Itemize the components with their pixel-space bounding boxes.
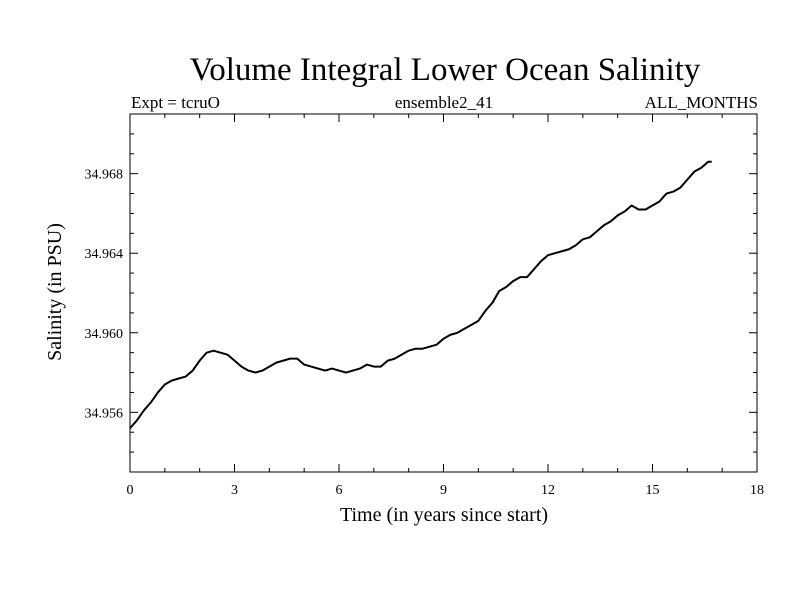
- x-axis-label: Time (in years since start): [339, 504, 549, 526]
- x-tick-label: 12: [541, 483, 555, 498]
- y-tick-label: 34.968: [85, 168, 124, 183]
- y-axis-label: Salinity (in PSU): [44, 223, 66, 361]
- series-line: [129, 160, 712, 429]
- x-tick-label: 15: [646, 483, 660, 498]
- x-tick-label: 18: [750, 483, 764, 498]
- chart-subtitle-right: ALL_MONTHS: [644, 93, 758, 112]
- chart-subtitle-center: ensemble2_41: [394, 93, 494, 112]
- chart-subtitle-left: Expt = tcruO: [131, 93, 220, 112]
- x-tick-label: 3: [231, 483, 238, 498]
- plot-frame: [129, 113, 758, 473]
- x-tick-labels: 0 3 6 9 12 15 18: [127, 483, 765, 498]
- x-tick-label: 9: [440, 483, 447, 498]
- y-tick-label: 34.960: [85, 327, 124, 342]
- axis-ticks: [129, 113, 758, 473]
- y-tick-label: 34.964: [85, 247, 124, 262]
- x-tick-label: 6: [336, 483, 343, 498]
- x-tick-label: 0: [127, 483, 134, 498]
- chart-title: Volume Integral Lower Ocean Salinity: [189, 52, 701, 88]
- y-tick-label: 34.956: [85, 406, 124, 421]
- y-tick-labels: 34.956 34.960 34.964 34.968: [85, 168, 124, 422]
